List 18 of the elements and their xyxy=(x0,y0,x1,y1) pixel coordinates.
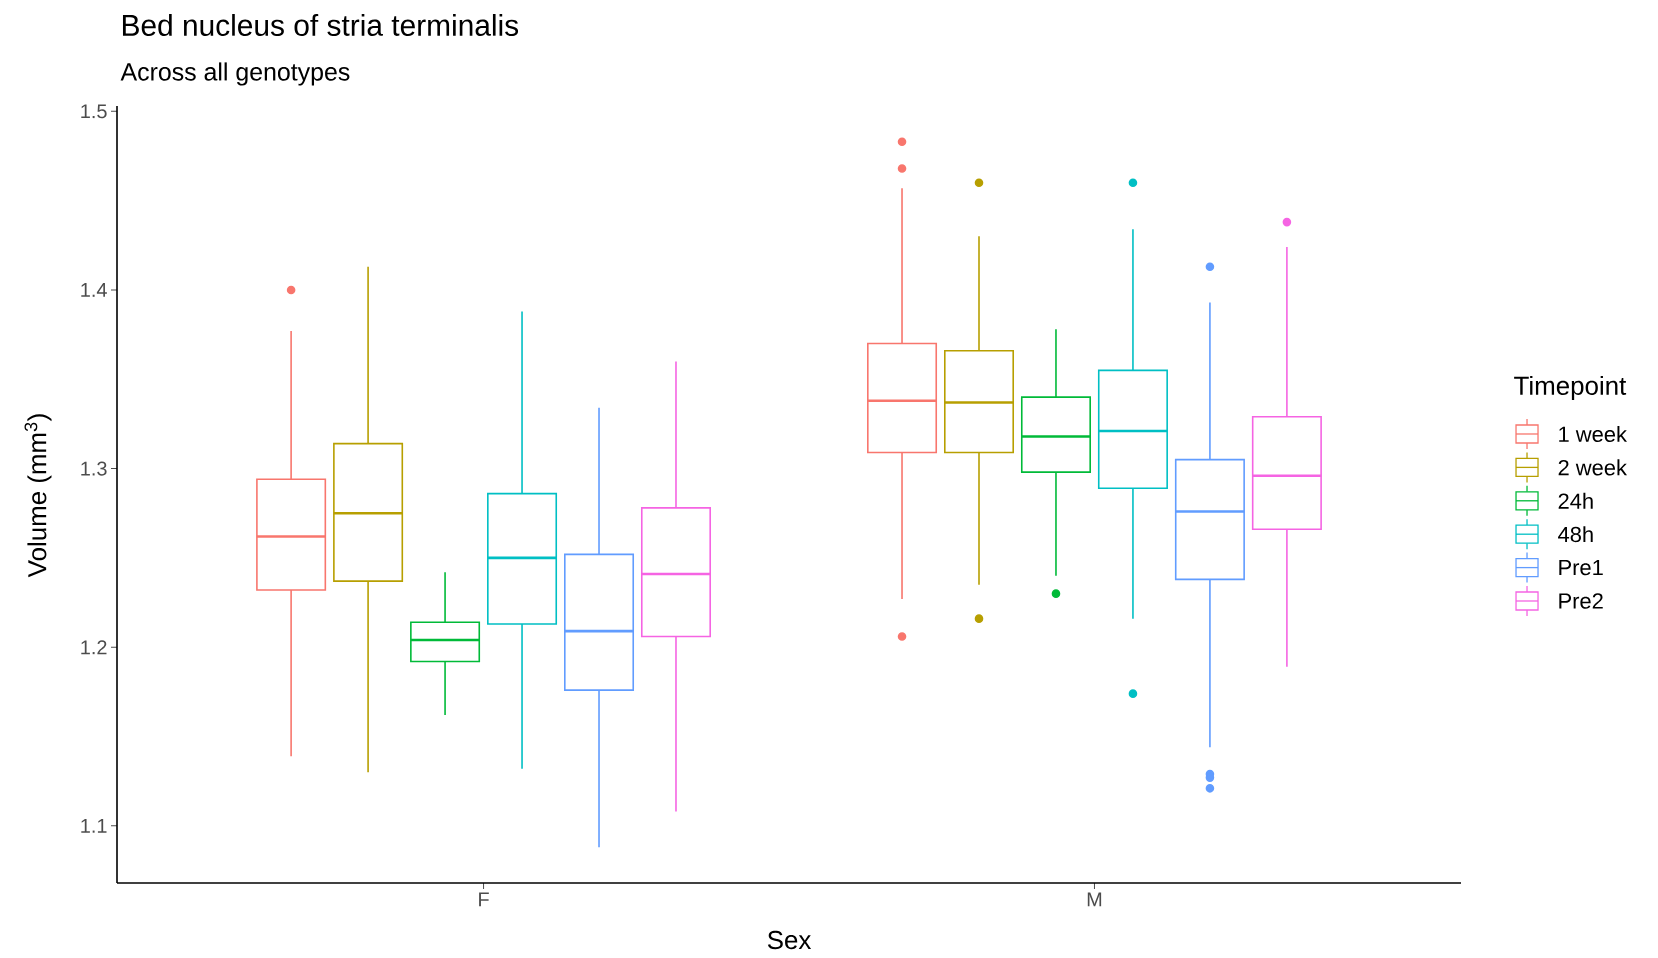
legend-label: 48h xyxy=(1558,526,1593,543)
y-tick-label: 1.1 xyxy=(81,818,107,833)
legend-title: Timepoint xyxy=(1514,375,1627,401)
chart-subtitle: Across all genotypes xyxy=(120,62,350,86)
legend-label: Pre1 xyxy=(1559,559,1603,576)
y-tick-label: 1.4 xyxy=(81,283,107,297)
legend-label: 24h xyxy=(1558,492,1593,509)
legend-label: 1 week xyxy=(1559,425,1627,443)
y-axis-title: Volume (mm$^{3}$) xyxy=(24,414,52,578)
y-tick-label: 1.2 xyxy=(81,640,107,655)
x-tick-label: F xyxy=(479,892,489,907)
y-tick-label: 1.5 xyxy=(81,104,107,119)
legend-label: 2 week xyxy=(1558,459,1627,476)
legend-label: Pre2 xyxy=(1559,593,1603,609)
x-tick-label: M xyxy=(1087,892,1102,907)
chart-title: Bed nucleus of stria terminalis xyxy=(122,14,519,36)
x-axis-title: Sex xyxy=(767,930,812,950)
y-tick-label: 1.3 xyxy=(81,461,107,476)
